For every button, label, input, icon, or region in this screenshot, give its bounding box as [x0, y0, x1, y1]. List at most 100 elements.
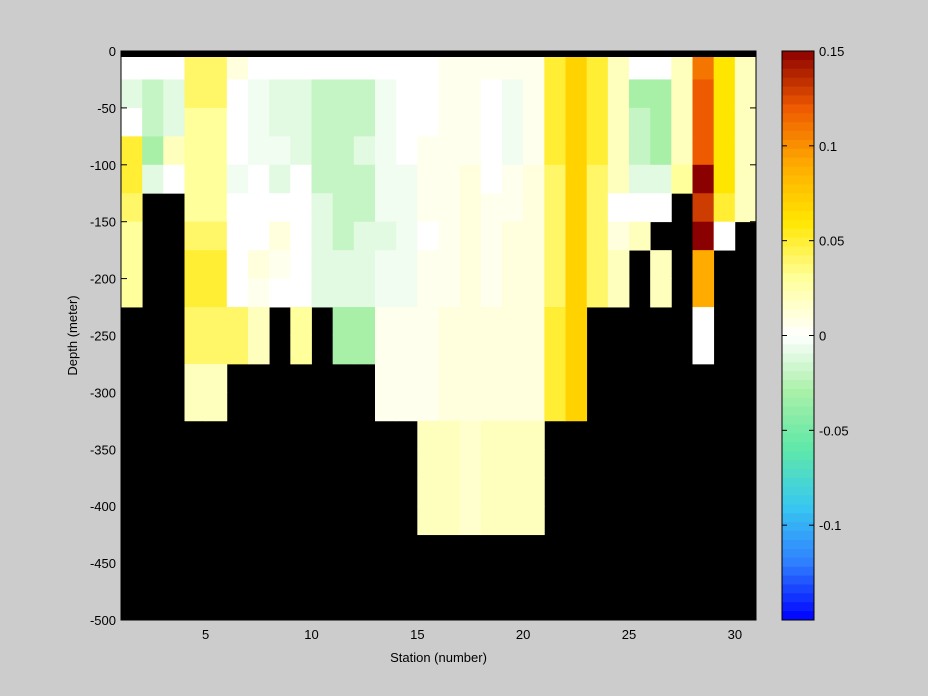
colorbar-step [782, 522, 814, 532]
heatmap-cell [205, 193, 228, 223]
colorbar-step [782, 202, 814, 212]
heatmap-cell [375, 392, 397, 422]
heatmap-cell [269, 221, 291, 251]
colorbar-tick-label: -0.1 [819, 518, 841, 533]
heatmap-cell [502, 278, 524, 308]
heatmap-cell [332, 57, 355, 80]
heatmap-cell [459, 164, 482, 194]
heatmap-cell [248, 164, 270, 194]
heatmap-cell [523, 136, 545, 166]
x-tick-label: 15 [410, 627, 424, 642]
heatmap-cell [713, 221, 736, 251]
heatmap-cell [523, 221, 545, 251]
heatmap-cell [438, 164, 461, 194]
heatmap-cell [671, 107, 693, 137]
heatmap-cell [121, 250, 143, 279]
heatmap-cell [480, 136, 503, 166]
heatmap-cell [586, 136, 609, 166]
heatmap-cell [396, 193, 418, 223]
x-axis: 5 10 15 20 25 30 [202, 51, 742, 642]
heatmap-cell [544, 164, 566, 194]
heatmap-cell [523, 449, 545, 479]
heatmap-cell [692, 278, 715, 308]
heatmap-cell [311, 107, 334, 137]
heatmap-cell [502, 164, 524, 194]
heatmap-cell [269, 164, 291, 194]
heatmap-cell [396, 221, 418, 251]
colorbar-step [782, 291, 814, 301]
colorbar-step [782, 86, 814, 96]
heatmap-cell [353, 335, 376, 365]
heatmap-cell [248, 79, 270, 109]
colorbar-tick-label: 0 [819, 329, 826, 344]
heatmap-cell [502, 506, 524, 536]
heatmap-cell [565, 250, 588, 279]
heatmap-cell [311, 79, 334, 109]
heatmap-cell [586, 107, 609, 137]
heatmap-cell [184, 221, 207, 251]
heatmap-cell [121, 278, 143, 308]
heatmap-cell [290, 221, 312, 251]
heatmap-cell [163, 107, 185, 137]
heatmap-cell [332, 307, 355, 336]
heatmap-cell [226, 136, 249, 166]
heatmap-cell [607, 278, 630, 308]
heatmap-cell [438, 506, 461, 536]
heatmap-cell [438, 449, 461, 479]
heatmap-cell [269, 250, 291, 279]
heatmap-cell [650, 278, 672, 308]
heatmap-cell [438, 193, 461, 223]
heatmap-cell [375, 250, 397, 279]
heatmap-cell [713, 193, 736, 223]
colorbar-step [782, 379, 814, 390]
heatmap-cell [459, 136, 482, 166]
heatmap-cell [650, 79, 672, 109]
heatmap-cell [375, 278, 397, 308]
heatmap-cell [184, 307, 207, 336]
heatmap-cell [375, 164, 397, 194]
colorbar-step [782, 415, 814, 425]
heatmap-cell [438, 57, 461, 80]
y-tick-label: -50 [97, 101, 116, 116]
heatmap-cell [396, 79, 418, 109]
heatmap-cell [184, 278, 207, 308]
heatmap-cell [184, 250, 207, 279]
heatmap-cell [671, 57, 693, 80]
colorbar-tick-label: 0.1 [819, 139, 837, 154]
heatmap-cell [650, 250, 672, 279]
heatmap-cell [269, 136, 291, 166]
heatmap-cell [565, 335, 588, 365]
surface-strip [121, 51, 756, 57]
colorbar-step [782, 468, 814, 479]
heatmap-cell [480, 363, 503, 393]
heatmap-cell [353, 79, 376, 109]
heatmap-cell [565, 363, 588, 393]
heatmap-cell [311, 221, 334, 251]
heatmap-cell [290, 335, 312, 365]
heatmap-cell [248, 307, 270, 336]
heatmap-cell [692, 193, 715, 223]
heatmap-cell [607, 164, 630, 194]
heatmap-cell [290, 57, 312, 80]
heatmap-cell [396, 164, 418, 194]
colorbar-step [782, 211, 814, 221]
heatmap-cell [417, 250, 439, 279]
heatmap-cell [226, 57, 249, 80]
heatmap-cell [269, 193, 291, 223]
heatmap-cell [290, 164, 312, 194]
heatmap-cell [205, 250, 228, 279]
heatmap-cell [226, 221, 249, 251]
heatmap-cell [734, 79, 757, 109]
heatmap-cell [502, 335, 524, 365]
heatmap-cell [205, 79, 228, 109]
y-tick-label: -400 [90, 499, 116, 514]
y-axis-label: Depth (meter) [65, 295, 80, 375]
colorbar-step [782, 451, 814, 461]
heatmap-cell [629, 193, 651, 223]
colorbar-step [782, 406, 814, 417]
colorbar-step [782, 459, 814, 470]
heatmap-cell [459, 107, 482, 137]
heatmap-cell [650, 57, 672, 80]
heatmap-cell [205, 307, 228, 336]
heatmap-cell [205, 335, 228, 365]
